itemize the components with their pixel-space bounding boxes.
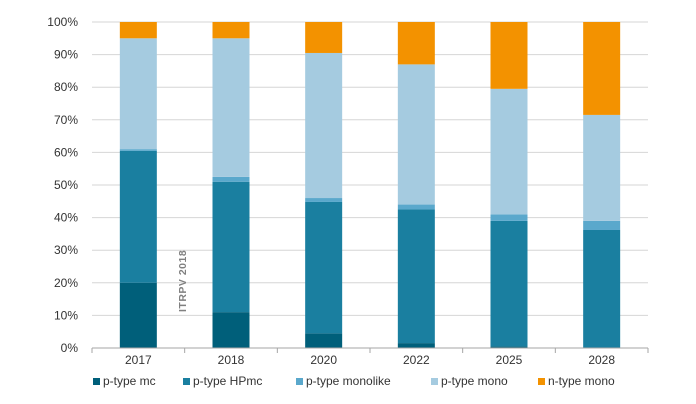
- legend-label: n-type mono: [548, 374, 615, 388]
- y-tick-label: 60%: [54, 145, 78, 159]
- y-axis: 0% 10% 20% 30% 40% 50% 60% 70% 80% 90% 100%: [47, 15, 78, 355]
- bar-segment: [212, 181, 250, 313]
- bar-segment: [583, 220, 621, 230]
- legend: p-type mc p-type HPmc p-type monolike p-typ…: [93, 374, 615, 388]
- bar-segment: [490, 88, 528, 215]
- legend-label: p-type mc: [103, 374, 156, 388]
- annotation-label: ITRPV 2018: [177, 250, 189, 312]
- bar-segment: [119, 150, 157, 283]
- bar-segment: [397, 64, 435, 205]
- bar-segment: [583, 22, 621, 115]
- legend-item: p-type monolike: [296, 374, 391, 388]
- bar-segment: [305, 22, 343, 53]
- bar-segment: [397, 209, 435, 344]
- bar-segment: [119, 282, 157, 348]
- bar-segment: [119, 149, 157, 151]
- y-tick-label: 90%: [54, 48, 78, 62]
- legend-swatch: [538, 378, 545, 385]
- legend-swatch: [183, 378, 190, 385]
- legend-item: p-type HPmc: [183, 374, 262, 388]
- bar-segment: [397, 22, 435, 65]
- y-tick-label: 50%: [54, 178, 78, 192]
- bar-segment: [119, 38, 157, 150]
- legend-item: p-type mono: [431, 374, 508, 388]
- bar-segment: [490, 214, 528, 221]
- gridlines: [92, 21, 648, 316]
- bar-segment: [212, 38, 250, 177]
- x-tick-label: 2018: [218, 353, 245, 367]
- x-tick-label: 2017: [125, 353, 152, 367]
- x-tick-label: 2022: [403, 353, 430, 367]
- legend-label: p-type HPmc: [193, 374, 262, 388]
- y-tick-label: 10%: [54, 308, 78, 322]
- x-tick-label: 2025: [496, 353, 523, 367]
- bar-segment: [397, 343, 435, 348]
- bar-segment: [490, 346, 528, 348]
- y-tick-label: 100%: [47, 15, 78, 29]
- bar-segment: [397, 204, 435, 210]
- bar-segment: [305, 198, 343, 202]
- x-tick-label: 2020: [310, 353, 337, 367]
- bar-segment: [490, 22, 528, 89]
- bar-segment: [119, 22, 157, 39]
- x-tick-label: 2028: [588, 353, 615, 367]
- bar-segment: [583, 114, 621, 221]
- bar-segment: [490, 220, 528, 347]
- bar-segment: [212, 176, 250, 182]
- legend-item: n-type mono: [538, 374, 615, 388]
- y-tick-label: 0%: [61, 341, 79, 355]
- legend-swatch: [431, 378, 438, 385]
- y-tick-label: 70%: [54, 113, 78, 127]
- y-tick-label: 20%: [54, 276, 78, 290]
- bar-segment: [305, 333, 343, 348]
- legend-swatch: [93, 378, 100, 385]
- legend-item: p-type mc: [93, 374, 156, 388]
- legend-label: p-type mono: [441, 374, 508, 388]
- x-axis: 2017 2018 2020 2022 2025 2028: [91, 347, 649, 367]
- y-tick-label: 40%: [54, 211, 78, 225]
- bars: [119, 22, 621, 348]
- bar-segment: [212, 312, 250, 348]
- y-tick-label: 80%: [54, 80, 78, 94]
- bar-segment: [305, 201, 343, 334]
- legend-label: p-type monolike: [306, 374, 391, 388]
- bar-segment: [305, 52, 343, 199]
- bar-segment: [212, 22, 250, 39]
- legend-swatch: [296, 378, 303, 385]
- bar-segment: [583, 229, 621, 348]
- y-tick-label: 30%: [54, 243, 78, 257]
